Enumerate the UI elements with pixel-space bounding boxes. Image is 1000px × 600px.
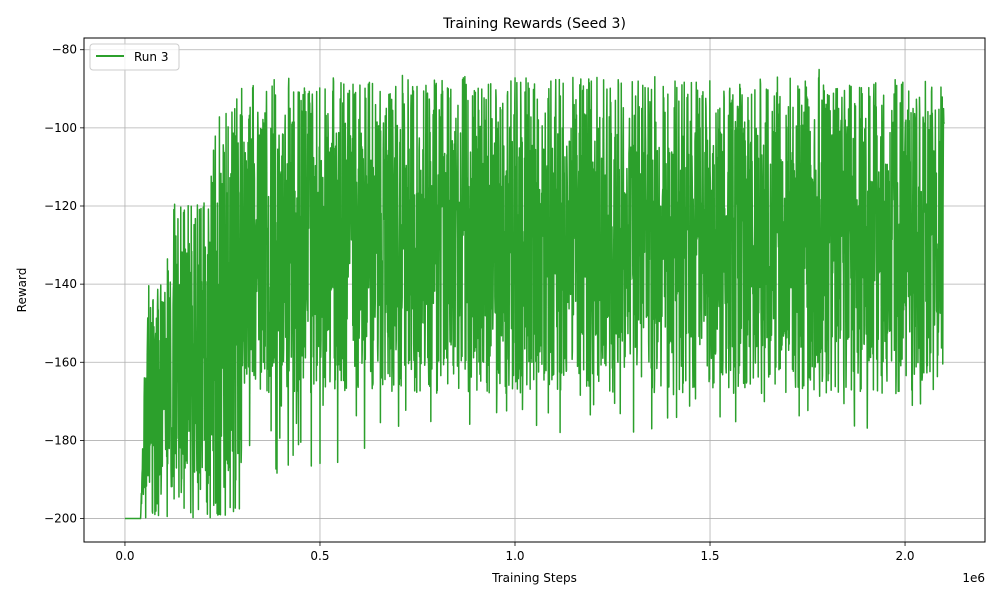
x-tick-label: 0.0	[115, 549, 134, 563]
y-tick-label: −160	[44, 355, 77, 369]
y-tick-label: −80	[52, 43, 77, 57]
legend-label-run-3: Run 3	[134, 50, 168, 64]
y-tick-label: −180	[44, 433, 77, 447]
y-tick-label: −100	[44, 121, 77, 135]
x-tick-label: 1.5	[700, 549, 719, 563]
x-axis-offset-text: 1e6	[962, 571, 985, 585]
x-tick-label: 1.0	[505, 549, 524, 563]
x-tick-label: 0.5	[310, 549, 329, 563]
legend: Run 3	[89, 43, 180, 71]
x-axis-ticks: 0.0 0.5 1.0 1.5 2.0	[115, 542, 915, 563]
y-tick-label: −140	[44, 277, 77, 291]
plot-frame	[83, 37, 986, 543]
y-tick-label: −120	[44, 199, 77, 213]
series-line-run-3	[124, 68, 945, 520]
chart-title: Training Rewards (Seed 3)	[442, 16, 626, 32]
legend-box	[89, 43, 180, 71]
y-axis-ticks: −200 −180 −160 −140 −120 −100 −80	[44, 43, 84, 526]
series-run-3	[124, 68, 945, 520]
y-tick-label: −200	[44, 512, 77, 526]
x-tick-label: 2.0	[895, 549, 914, 563]
y-axis-label: Reward	[15, 268, 29, 313]
x-axis-label: Training Steps	[491, 571, 577, 585]
